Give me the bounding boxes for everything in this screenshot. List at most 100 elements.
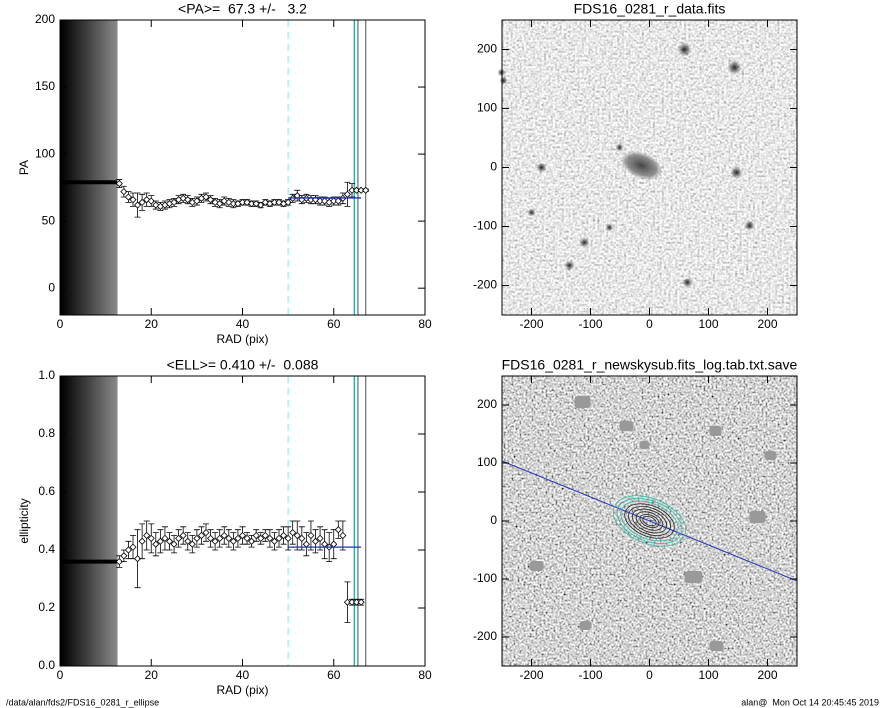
chart-title: FDS16_0281_r_newskysub.fits_log.tab.txt.… bbox=[502, 357, 798, 373]
data-point bbox=[234, 534, 242, 542]
profile-band bbox=[90, 376, 94, 666]
data-point bbox=[202, 529, 210, 537]
profile-band bbox=[79, 376, 82, 666]
x-tick-label: 60 bbox=[327, 668, 341, 682]
profile-band bbox=[86, 20, 90, 315]
profile-band bbox=[109, 376, 113, 666]
profile-band bbox=[64, 376, 68, 666]
profile-band bbox=[86, 376, 90, 666]
profile-band bbox=[112, 376, 116, 666]
profile-band bbox=[76, 376, 80, 666]
data-point bbox=[133, 201, 142, 209]
source bbox=[744, 220, 755, 231]
data-point bbox=[184, 537, 192, 545]
data-point bbox=[211, 537, 219, 545]
x-tick-label: 0 bbox=[646, 668, 653, 682]
profile-band bbox=[88, 376, 92, 666]
data-point bbox=[243, 534, 251, 542]
data-point bbox=[229, 537, 237, 545]
y-axis-label: ellipticity bbox=[17, 498, 31, 543]
y-tick-label: 200 bbox=[35, 12, 55, 26]
data-point bbox=[147, 197, 155, 205]
data-point bbox=[220, 197, 228, 205]
data-point bbox=[216, 200, 224, 208]
y-tick-label: -200 bbox=[473, 629, 497, 643]
profile-band bbox=[105, 20, 109, 315]
y-tick-label: 0.0 bbox=[38, 658, 55, 672]
data-point bbox=[143, 196, 151, 204]
plot-frame bbox=[59, 375, 426, 667]
data-point bbox=[138, 198, 146, 206]
source bbox=[730, 166, 743, 179]
mask-region bbox=[709, 426, 722, 436]
data-point bbox=[179, 531, 187, 540]
x-tick-label: 40 bbox=[236, 317, 250, 331]
profile-band bbox=[102, 376, 106, 666]
x-tick-label: 0 bbox=[57, 668, 64, 682]
x-tick-label: 80 bbox=[418, 317, 432, 331]
profile-band bbox=[62, 20, 66, 315]
x-tick-label: 80 bbox=[418, 668, 432, 682]
data-point bbox=[279, 531, 288, 540]
data-point bbox=[165, 537, 174, 545]
data-point bbox=[220, 531, 228, 540]
isophote bbox=[628, 506, 671, 536]
isophote bbox=[624, 503, 675, 539]
profile-band bbox=[60, 20, 63, 315]
plot-background bbox=[60, 20, 425, 315]
mask-region bbox=[709, 641, 724, 651]
source bbox=[564, 260, 575, 271]
data-point bbox=[284, 534, 292, 542]
data-point bbox=[225, 534, 233, 542]
x-tick-label: 20 bbox=[145, 317, 159, 331]
y-tick-label: 0.4 bbox=[38, 542, 55, 556]
data-point bbox=[261, 531, 269, 540]
data-point bbox=[120, 552, 128, 560]
x-tick-label: 100 bbox=[698, 668, 718, 682]
profile-band bbox=[67, 20, 71, 315]
y-tick-label: 200 bbox=[477, 397, 497, 411]
data-point bbox=[307, 531, 315, 540]
source bbox=[499, 76, 508, 85]
profile-band bbox=[114, 20, 118, 315]
data-point bbox=[197, 531, 206, 540]
data-point bbox=[211, 198, 219, 206]
data-point bbox=[339, 531, 347, 540]
data-point bbox=[257, 534, 265, 542]
profile-band bbox=[114, 376, 118, 666]
profile-band bbox=[107, 20, 111, 315]
x-tick-label: 40 bbox=[236, 668, 250, 682]
x-tick-label: 60 bbox=[327, 317, 341, 331]
data-point bbox=[133, 555, 142, 563]
isophote bbox=[620, 500, 679, 542]
profile-band bbox=[107, 376, 111, 666]
data-point bbox=[152, 201, 160, 209]
data-point bbox=[129, 196, 137, 204]
isophote bbox=[612, 495, 687, 547]
source bbox=[527, 208, 536, 217]
mask-region bbox=[619, 421, 634, 431]
data-point bbox=[152, 540, 160, 548]
data-point bbox=[193, 197, 201, 205]
data-point bbox=[216, 534, 224, 542]
data-point bbox=[289, 529, 297, 537]
data-point bbox=[124, 193, 133, 201]
data-point bbox=[284, 198, 292, 206]
profile-band bbox=[95, 376, 99, 666]
data-point bbox=[298, 534, 306, 542]
plot-frame bbox=[501, 19, 798, 316]
source bbox=[615, 143, 624, 152]
y-tick-label: 100 bbox=[477, 101, 497, 115]
y-tick-label: 0 bbox=[490, 160, 497, 174]
chart-title: <ELL>= 0.410 +/- 0.088 bbox=[167, 357, 319, 373]
x-tick-label: 20 bbox=[145, 668, 159, 682]
data-point bbox=[334, 197, 342, 205]
profile-band bbox=[64, 20, 68, 315]
profile-band bbox=[102, 20, 106, 315]
data-point bbox=[238, 531, 247, 540]
profile-band bbox=[83, 20, 87, 315]
profile-band bbox=[67, 376, 71, 666]
data-point bbox=[321, 197, 329, 205]
chart-title: <PA>= 67.3 +/- 3.2 bbox=[178, 1, 307, 17]
profile-band bbox=[105, 376, 109, 666]
